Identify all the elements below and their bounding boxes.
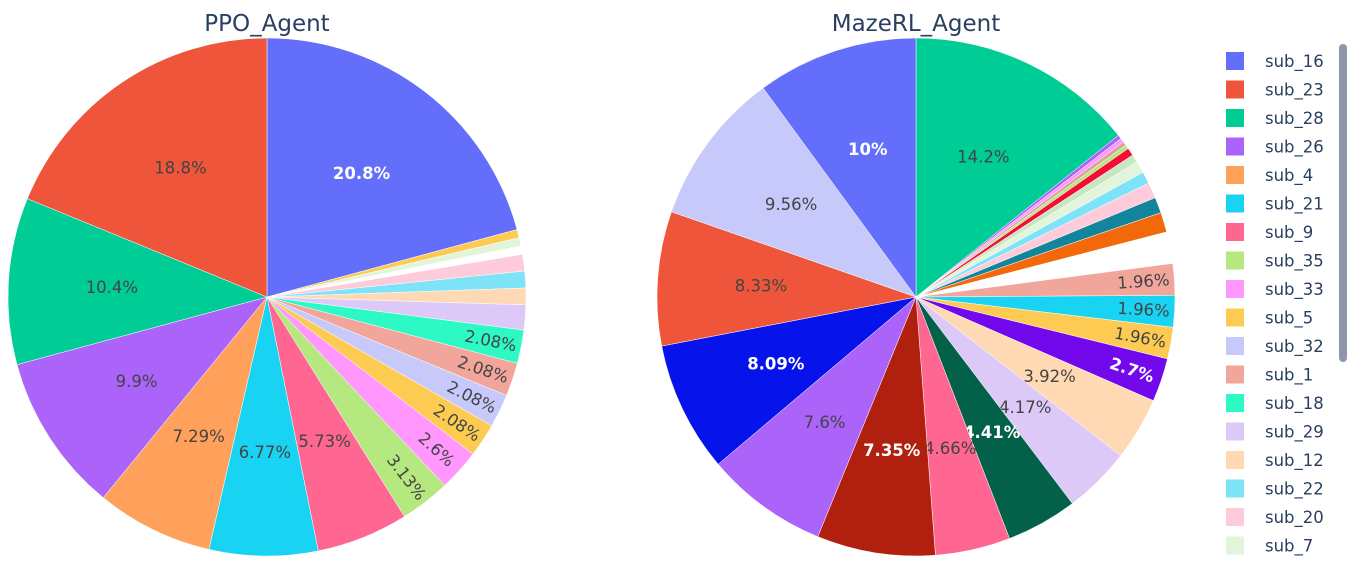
- slice-label-ppo-agent-18: 10.4%: [86, 278, 138, 297]
- legend-item-sub-4[interactable]: sub_4: [1226, 166, 1313, 186]
- slice-label-mazerl-agent-19: 4.41%: [963, 423, 1021, 442]
- legend-swatch: [1226, 194, 1244, 213]
- legend-item-sub-12[interactable]: sub_12: [1226, 451, 1324, 471]
- pie-slice-ppo-agent-sub-4[interactable]: [102, 296, 268, 550]
- legend-swatch: [1226, 280, 1244, 298]
- legend-label: sub_4: [1265, 166, 1313, 186]
- legend-item-sub-23[interactable]: sub_23: [1226, 80, 1324, 101]
- pie-slice-mazerl-agent-sub-32[interactable]: [671, 87, 917, 298]
- pie-slice-mazerl-agent-sub-28[interactable]: [915, 37, 1119, 298]
- slice-label-mazerl-agent-17: 3.92%: [1023, 367, 1075, 386]
- slice-label-ppo-agent-14: 5.73%: [298, 432, 350, 451]
- legend-item-sub-22[interactable]: sub_22: [1226, 479, 1324, 500]
- legend-swatch: [1226, 365, 1244, 384]
- slice-label-mazerl-agent-18: 4.17%: [999, 398, 1051, 417]
- slice-label-mazerl-agent-26: 10%: [848, 140, 888, 159]
- pie-slice-mazerl-agent-unlabeled-21[interactable]: [817, 296, 936, 557]
- legend-label: sub_16: [1265, 52, 1324, 72]
- legend-item-sub-9[interactable]: sub_9: [1226, 223, 1313, 243]
- slice-label-ppo-agent-16: 7.29%: [172, 427, 224, 446]
- slice-label-ppo-agent-17: 9.9%: [116, 372, 158, 391]
- legend-label: sub_1: [1265, 366, 1313, 386]
- legend[interactable]: sub_16 sub_23 sub_28 sub_26 sub_4 sub_21 sub_9…: [1226, 52, 1324, 557]
- legend-label: sub_32: [1265, 337, 1324, 357]
- legend-label: sub_33: [1265, 280, 1324, 300]
- legend-label: sub_26: [1265, 138, 1324, 158]
- slice-label-mazerl-agent-22: 7.6%: [804, 413, 846, 432]
- pie-slice-mazerl-agent-sub-26[interactable]: [717, 296, 917, 537]
- chart-title-mazerl-agent: MazeRL_Agent: [832, 11, 1001, 37]
- slice-label-mazerl-agent-14: 1.96%: [1117, 299, 1170, 321]
- legend-item-sub-16[interactable]: sub_16: [1226, 52, 1324, 72]
- legend-swatch: [1226, 479, 1244, 498]
- slice-label-mazerl-agent-20: 4.66%: [924, 439, 976, 458]
- pie-slice-ppo-agent-sub-26[interactable]: [16, 296, 268, 499]
- legend-label: sub_12: [1265, 451, 1324, 471]
- slice-label-ppo-agent-15: 6.77%: [239, 443, 291, 462]
- legend-swatch: [1226, 422, 1244, 441]
- legend-swatch: [1226, 223, 1244, 241]
- slice-label-mazerl-agent-13: 1.96%: [1117, 270, 1171, 293]
- slice-label-mazerl-agent-25: 9.56%: [765, 195, 817, 214]
- legend-swatch: [1226, 166, 1244, 184]
- pie-slice-mazerl-agent-unlabeled-23[interactable]: [661, 296, 917, 465]
- pie-slice-ppo-agent-sub-16[interactable]: [266, 37, 518, 298]
- legend-label: sub_22: [1265, 480, 1324, 500]
- legend-label: sub_29: [1265, 423, 1324, 443]
- legend-item-sub-35[interactable]: sub_35: [1226, 251, 1324, 272]
- slice-label-mazerl-agent-21: 7.35%: [863, 441, 921, 460]
- legend-item-sub-20[interactable]: sub_20: [1226, 508, 1324, 528]
- legend-scrollbar[interactable]: [1339, 44, 1347, 362]
- legend-item-sub-26[interactable]: sub_26: [1226, 137, 1324, 158]
- legend-swatch: [1226, 451, 1244, 469]
- legend-swatch: [1226, 137, 1244, 156]
- pie-chart-mazerl-agent: 14.2%1.96%1.96%1.96%2.7%3.92%4.17%4.41%4…: [656, 37, 1176, 557]
- legend-swatch: [1226, 109, 1244, 127]
- legend-label: sub_21: [1265, 195, 1324, 215]
- legend-item-sub-5[interactable]: sub_5: [1226, 308, 1313, 329]
- legend-label: sub_5: [1265, 309, 1313, 329]
- legend-item-sub-33[interactable]: sub_33: [1226, 280, 1324, 300]
- legend-item-sub-32[interactable]: sub_32: [1226, 337, 1324, 357]
- legend-swatch: [1226, 52, 1244, 70]
- legend-swatch: [1226, 308, 1244, 327]
- legend-item-sub-1[interactable]: sub_1: [1226, 365, 1313, 386]
- pie-slice-mazerl-agent-sub-16[interactable]: [762, 37, 917, 298]
- legend-label: sub_23: [1265, 81, 1324, 101]
- legend-item-sub-28[interactable]: sub_28: [1226, 109, 1324, 129]
- pie-slice-ppo-agent-sub-21[interactable]: [208, 296, 319, 557]
- legend-swatch: [1226, 536, 1244, 555]
- legend-item-sub-29[interactable]: sub_29: [1226, 422, 1324, 443]
- pie-slice-ppo-agent-sub-28[interactable]: [7, 198, 268, 365]
- legend-item-sub-21[interactable]: sub_21: [1226, 194, 1324, 215]
- pie-chart-ppo-agent: 20.8%2.08%2.08%2.08%2.08%2.6%3.13%5.73%6…: [7, 37, 527, 557]
- slice-label-ppo-agent-19: 18.8%: [154, 158, 206, 177]
- slice-label-mazerl-agent-23: 8.09%: [747, 355, 805, 374]
- slice-label-ppo-agent-0: 20.8%: [333, 164, 391, 183]
- legend-swatch: [1226, 337, 1244, 355]
- legend-item-sub-18[interactable]: sub_18: [1226, 394, 1324, 414]
- slice-label-mazerl-agent-0: 14.2%: [957, 147, 1009, 166]
- legend-label: sub_20: [1265, 508, 1324, 528]
- legend-swatch: [1226, 251, 1244, 270]
- legend-label: sub_28: [1265, 109, 1324, 129]
- legend-swatch: [1226, 80, 1244, 99]
- legend-label: sub_7: [1265, 537, 1313, 557]
- slice-label-mazerl-agent-24: 8.33%: [735, 276, 787, 295]
- legend-label: sub_18: [1265, 394, 1324, 414]
- legend-label: sub_9: [1265, 223, 1313, 243]
- legend-label: sub_35: [1265, 252, 1324, 272]
- legend-swatch: [1226, 508, 1244, 526]
- chart-title-ppo-agent: PPO_Agent: [204, 11, 329, 37]
- legend-item-sub-7[interactable]: sub_7: [1226, 536, 1313, 557]
- pie-slice-mazerl-agent-sub-23[interactable]: [656, 211, 917, 347]
- pie-slice-ppo-agent-sub-23[interactable]: [27, 37, 268, 298]
- legend-swatch: [1226, 394, 1244, 412]
